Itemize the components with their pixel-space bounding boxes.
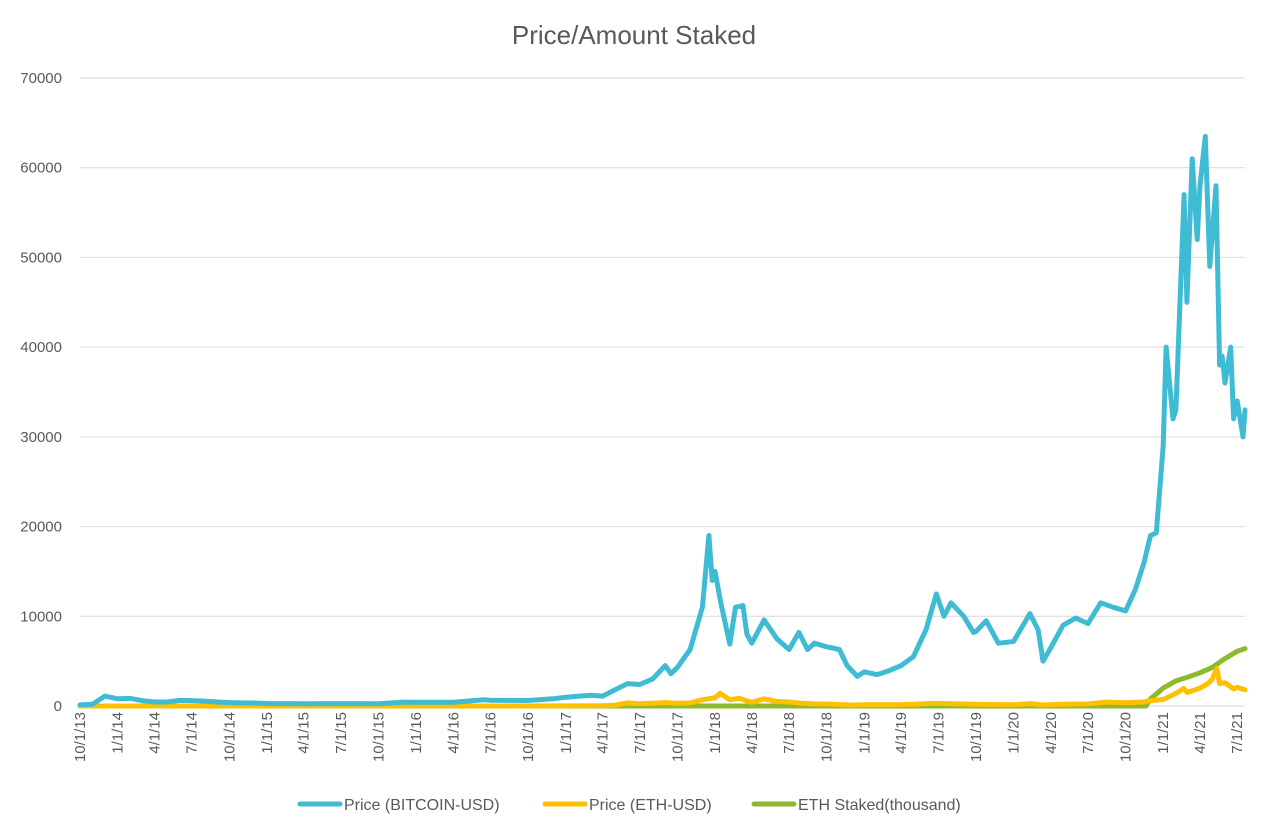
chart-title: Price/Amount Staked — [512, 20, 756, 50]
x-tick-label: 7/1/20 — [1080, 712, 1097, 754]
x-tick-label: 7/1/15 — [333, 712, 350, 754]
x-tick-label: 1/1/20 — [1006, 712, 1023, 754]
x-tick-label: 7/1/21 — [1229, 712, 1246, 754]
x-tick-label: 7/1/17 — [632, 712, 649, 754]
legend-label: Price (ETH-USD) — [589, 797, 712, 814]
y-tick-label: 10000 — [20, 608, 62, 625]
x-tick-label: 10/1/19 — [968, 712, 985, 762]
series-line-1 — [77, 665, 1248, 709]
x-tick-label: 4/1/18 — [744, 712, 761, 754]
x-tick-label: 4/1/17 — [595, 712, 612, 754]
x-tick-label: 4/1/16 — [445, 712, 462, 754]
x-tick-label: 4/1/14 — [146, 712, 163, 754]
y-tick-label: 30000 — [20, 429, 62, 446]
y-tick-label: 0 — [54, 698, 62, 715]
legend-label: Price (BITCOIN-USD) — [344, 797, 500, 814]
y-axis-ticks: 0 10000 20000 30000 40000 50000 60000 70000 — [20, 70, 62, 715]
x-tick-label: 7/1/14 — [184, 712, 201, 754]
x-tick-label: 10/1/14 — [221, 712, 238, 762]
x-tick-label: 10/1/17 — [669, 712, 686, 762]
y-tick-label: 40000 — [20, 339, 62, 356]
y-tick-label: 20000 — [20, 519, 62, 536]
x-tick-label: 7/1/18 — [781, 712, 798, 754]
x-tick-label: 10/1/20 — [1118, 712, 1135, 762]
x-tick-label: 1/1/16 — [408, 712, 425, 754]
x-tick-label: 4/1/21 — [1192, 712, 1209, 754]
x-tick-label: 7/1/16 — [483, 712, 500, 754]
x-tick-label: 7/1/19 — [930, 712, 947, 754]
x-tick-label: 10/1/16 — [520, 712, 537, 762]
series-lines — [77, 133, 1248, 709]
y-tick-label: 70000 — [20, 70, 62, 87]
x-tick-label: 1/1/14 — [110, 712, 127, 754]
x-tick-label: 10/1/15 — [371, 712, 388, 762]
x-tick-label: 1/1/19 — [856, 712, 873, 754]
x-tick-label: 1/1/17 — [558, 712, 575, 754]
series-line-2 — [77, 646, 1248, 709]
x-axis-ticks: 10/1/13 1/1/14 4/1/14 7/1/14 10/1/14 1/1/15 4/… — [72, 712, 1246, 762]
x-tick-label: 4/1/15 — [296, 712, 313, 754]
legend-label: ETH Staked(thousand) — [798, 797, 961, 814]
series-line-0 — [77, 133, 1248, 708]
x-tick-label: 10/1/18 — [819, 712, 836, 762]
x-tick-label: 10/1/13 — [72, 712, 89, 762]
y-tick-label: 50000 — [20, 249, 62, 266]
x-tick-label: 1/1/21 — [1155, 712, 1172, 754]
x-tick-label: 1/1/15 — [259, 712, 276, 754]
x-tick-label: 1/1/18 — [707, 712, 724, 754]
x-tick-label: 4/1/20 — [1043, 712, 1060, 754]
legend: Price (BITCOIN-USD) Price (ETH-USD) ETH St… — [297, 797, 961, 814]
x-tick-label: 4/1/19 — [893, 712, 910, 754]
gridlines — [80, 77, 1245, 707]
y-tick-label: 60000 — [20, 160, 62, 177]
